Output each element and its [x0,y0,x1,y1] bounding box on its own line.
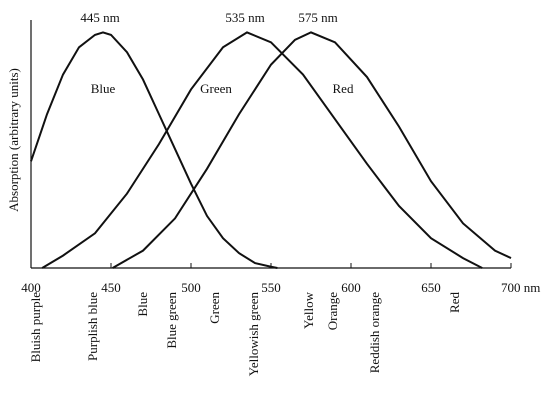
curve-label: Green [200,81,232,96]
peak-label: 535 nm [225,10,264,25]
color-name: Blue [135,292,150,317]
color-name: Green [207,292,222,324]
color-name: Bluish purple [28,292,43,363]
absorption-curve [30,31,278,269]
color-name: Blue green [164,292,179,349]
peak-label: 445 nm [80,10,119,25]
color-name: Yellowish green [246,292,261,377]
color-name: Yellow [301,291,316,329]
y-axis-label: Absorption (arbitrary units) [6,68,21,212]
x-tick-label: 700 nm [501,280,540,295]
color-name: Orange [325,292,340,330]
x-tick-label: 650 [421,280,441,295]
color-name: Purplish blue [85,292,100,361]
x-tick-label: 400 [21,280,41,295]
absorption-curve [112,31,512,269]
x-tick-label: 600 [341,280,361,295]
x-tick-label: 500 [181,280,201,295]
x-tick-label: 550 [261,280,281,295]
curve-label: Blue [91,81,116,96]
curve-label: Red [333,81,354,96]
color-name: Red [447,292,462,313]
color-name: Reddish orange [367,292,382,373]
peak-label: 575 nm [298,10,337,25]
x-tick-label: 450 [101,280,121,295]
absorption-curve [41,31,483,269]
